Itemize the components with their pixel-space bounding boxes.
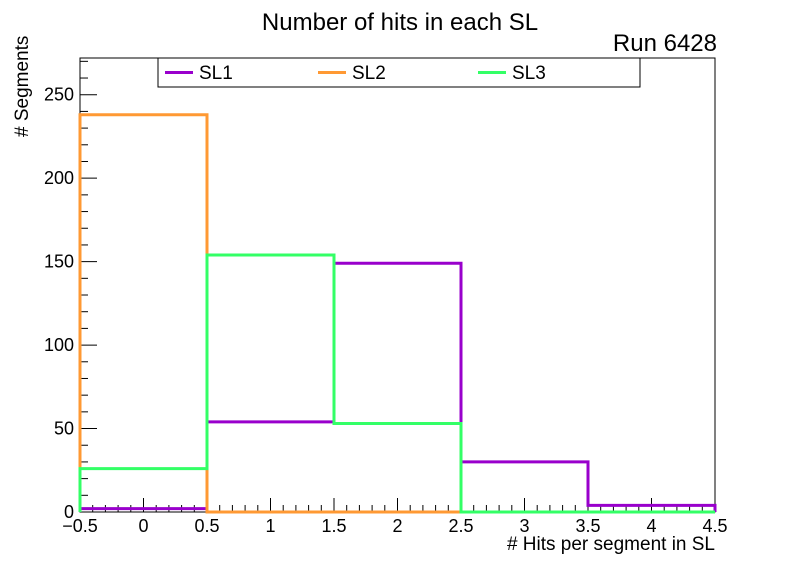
run-label: Run 6428 (613, 30, 717, 57)
x-tick-label: −0.5 (62, 516, 98, 536)
x-axis-title: # Hits per segment in SL (507, 534, 715, 555)
x-tick-label: 0 (138, 516, 148, 536)
legend-box (157, 57, 641, 88)
chart-title: Number of hits in each SL (262, 9, 538, 36)
y-tick-label: 50 (54, 419, 74, 439)
y-tick-label: 250 (44, 85, 74, 105)
series-lines (78, 113, 717, 514)
y-tick-label: 0 (64, 502, 74, 522)
y-tick-label: 200 (44, 168, 74, 188)
x-tick-label: 4.5 (702, 516, 727, 536)
y-axis-title: # Segments (12, 36, 33, 137)
legend-label-SL2: SL2 (352, 63, 386, 84)
series-path-SL3 (78, 253, 715, 514)
x-tick-label: 1.5 (321, 516, 346, 536)
y-tick-label: 100 (44, 335, 74, 355)
x-tick-label: 1 (265, 516, 275, 536)
x-tick-label: 2.5 (448, 516, 473, 536)
x-tick-label: 3 (519, 516, 529, 536)
legend: SL1 SL2 SL3 (157, 57, 641, 88)
y-tick-label: 150 (44, 252, 74, 272)
x-tick-label: 0.5 (194, 516, 219, 536)
x-tick-label: 3.5 (575, 516, 600, 536)
series-path-SL1 (78, 261, 717, 512)
legend-label-SL3: SL3 (512, 63, 546, 84)
legend-label-SL1: SL1 (199, 63, 233, 84)
x-tick-label: 2 (392, 516, 402, 536)
x-tick-label: 4 (646, 516, 656, 536)
